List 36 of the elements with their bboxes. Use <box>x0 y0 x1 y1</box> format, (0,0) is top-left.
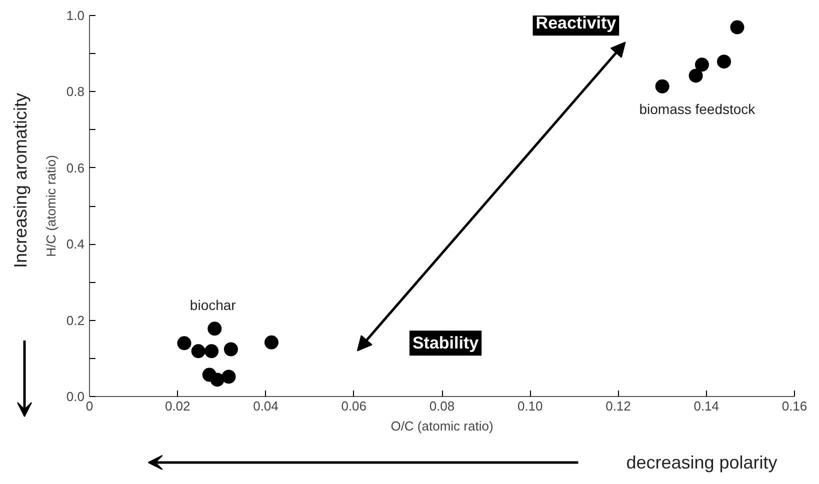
y-tick-label: 0.0 <box>66 389 85 404</box>
x-tick-label: 0.16 <box>782 398 808 414</box>
x-tick-label: 0.02 <box>164 398 190 414</box>
annotation: Reactivity <box>536 14 617 33</box>
point <box>730 20 744 34</box>
point <box>688 68 703 83</box>
text: decreasing polarity <box>626 452 778 472</box>
point <box>208 322 222 336</box>
point <box>224 342 238 356</box>
x-tick-label: 0.10 <box>517 398 543 414</box>
text: Increasing aromaticity <box>10 92 30 268</box>
x-tick-label: 0 <box>86 398 94 414</box>
point <box>177 336 192 350</box>
point <box>210 372 224 387</box>
annotation: Stability <box>412 334 480 353</box>
x-tick-label: 0.14 <box>694 398 720 414</box>
annotation: biochar <box>190 297 236 314</box>
y-tick-label: 0.8 <box>66 84 85 100</box>
point <box>655 79 670 94</box>
x-axis-title: O/C (atomic ratio) <box>390 418 494 434</box>
y-tick-label: 0.4 <box>66 236 85 252</box>
x-tick-label: 0.08 <box>429 398 455 414</box>
x-tick-label: 0.06 <box>341 398 367 414</box>
y-tick-label: 0.2 <box>66 312 85 328</box>
annotation: biomass feedstock <box>639 100 756 117</box>
y-tick-label: 1.0 <box>66 8 85 23</box>
point <box>222 370 236 384</box>
point <box>204 344 219 358</box>
point <box>694 58 709 72</box>
point <box>264 335 278 350</box>
x-tick-label: 0.12 <box>606 398 631 414</box>
x-tick-label: 0.04 <box>253 398 278 414</box>
point <box>191 344 206 358</box>
y-tick-label: 0.6 <box>66 160 85 176</box>
point <box>717 54 731 69</box>
y-axis-title: H/C (atomic ratio) <box>43 155 58 257</box>
